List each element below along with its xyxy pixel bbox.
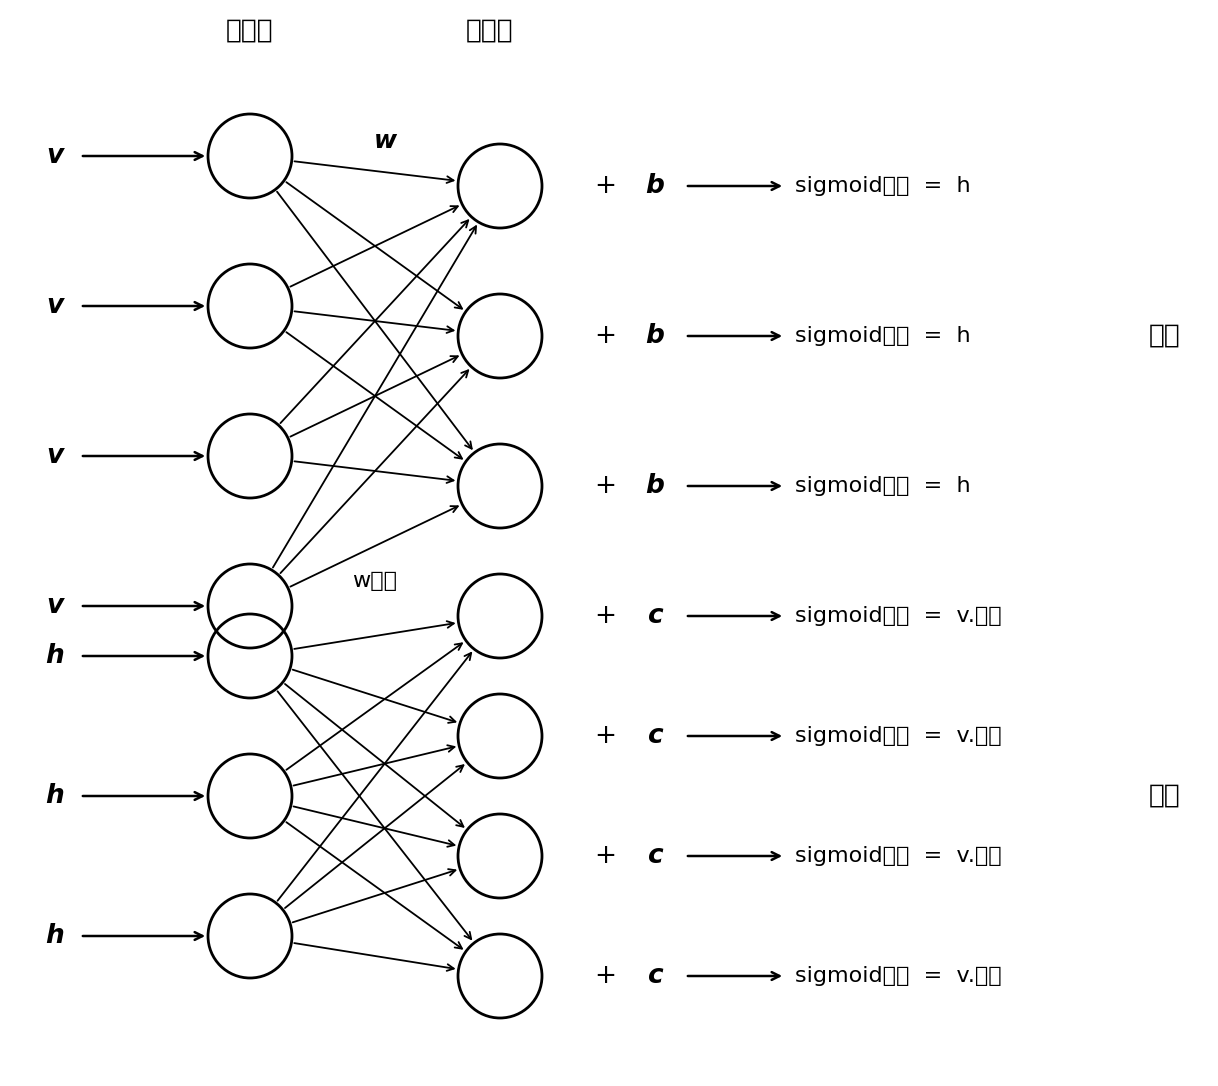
Text: +: + bbox=[594, 473, 616, 498]
Text: c: c bbox=[647, 843, 663, 869]
Text: +: + bbox=[594, 843, 616, 869]
Text: c: c bbox=[647, 723, 663, 749]
Text: v: v bbox=[46, 593, 63, 619]
Text: +: + bbox=[594, 963, 616, 989]
Text: +: + bbox=[594, 323, 616, 349]
Text: 解码: 解码 bbox=[1149, 783, 1180, 809]
Text: sigmoid函数  =  h: sigmoid函数 = h bbox=[795, 176, 971, 195]
Text: v: v bbox=[46, 143, 63, 169]
Text: v: v bbox=[46, 443, 63, 469]
Text: h: h bbox=[45, 923, 65, 949]
Text: 可见层: 可见层 bbox=[227, 18, 274, 45]
Text: h: h bbox=[45, 783, 65, 809]
Text: +: + bbox=[594, 173, 616, 199]
Text: h: h bbox=[45, 643, 65, 669]
Text: 隐含层: 隐含层 bbox=[466, 18, 514, 45]
Text: 编码: 编码 bbox=[1149, 323, 1180, 349]
Text: w: w bbox=[374, 129, 397, 153]
Text: sigmoid函数  =  v.重构: sigmoid函数 = v.重构 bbox=[795, 727, 1001, 746]
Text: b: b bbox=[646, 323, 665, 349]
Text: c: c bbox=[647, 603, 663, 629]
Text: sigmoid函数  =  h: sigmoid函数 = h bbox=[795, 476, 971, 496]
Text: w不变: w不变 bbox=[352, 571, 397, 591]
Text: +: + bbox=[594, 603, 616, 629]
Text: v: v bbox=[46, 293, 63, 319]
Text: sigmoid函数  =  v.重构: sigmoid函数 = v.重构 bbox=[795, 967, 1001, 986]
Text: sigmoid函数  =  v.重构: sigmoid函数 = v.重构 bbox=[795, 606, 1001, 626]
Text: b: b bbox=[646, 173, 665, 199]
Text: +: + bbox=[594, 723, 616, 749]
Text: c: c bbox=[647, 963, 663, 989]
Text: b: b bbox=[646, 473, 665, 498]
Text: sigmoid函数  =  h: sigmoid函数 = h bbox=[795, 326, 971, 346]
Text: sigmoid函数  =  v.重构: sigmoid函数 = v.重构 bbox=[795, 846, 1001, 866]
